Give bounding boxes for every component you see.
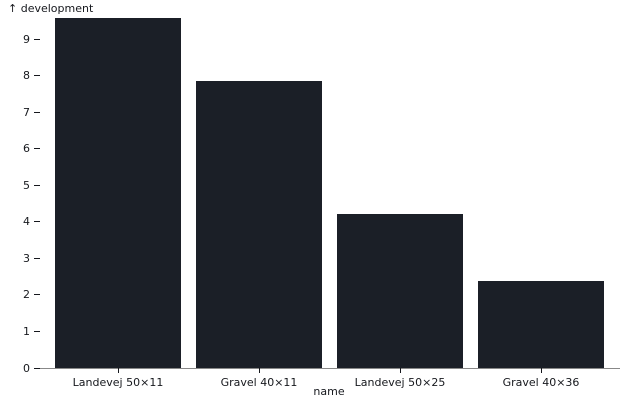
y-tick-mark — [34, 257, 40, 259]
y-tick-label: 8 — [23, 69, 30, 83]
y-tick-label: 6 — [23, 142, 30, 156]
y-tick-label: 9 — [23, 32, 30, 46]
y-tick-mark — [34, 221, 40, 223]
y-tick-label: 3 — [23, 251, 30, 265]
y-tick-mark — [34, 111, 40, 113]
y-tick-label: 2 — [23, 288, 30, 302]
y-tick-label: 1 — [23, 324, 30, 338]
y-tick-mark — [34, 367, 40, 369]
x-tick-mark — [400, 368, 401, 373]
x-tick-label: Landevej 50×25 — [354, 376, 446, 389]
x-tick-mark — [541, 368, 542, 373]
x-tick-mark — [118, 368, 119, 373]
x-axis-title: name — [313, 385, 345, 398]
bar — [196, 81, 322, 368]
x-tick-label: Landevej 50×11 — [72, 376, 164, 389]
y-tick-mark — [34, 38, 40, 40]
x-tick-label: Gravel 40×11 — [220, 376, 298, 389]
y-tick-mark — [34, 148, 40, 150]
y-tick-mark — [34, 294, 40, 296]
y-tick-mark — [34, 184, 40, 186]
x-tick-label: Gravel 40×36 — [502, 376, 580, 389]
x-tick-mark — [259, 368, 260, 373]
bar — [55, 18, 181, 368]
bar — [478, 280, 604, 368]
bar — [337, 214, 463, 368]
x-axis-line — [35, 367, 620, 369]
y-tick-mark — [34, 330, 40, 332]
y-tick-mark — [34, 75, 40, 77]
y-tick-label: 5 — [23, 178, 30, 192]
y-tick-label: 7 — [23, 105, 30, 119]
y-tick-label: 0 — [23, 361, 30, 375]
y-tick-label: 4 — [23, 215, 30, 229]
y-axis-title: ↑ development — [8, 2, 94, 15]
